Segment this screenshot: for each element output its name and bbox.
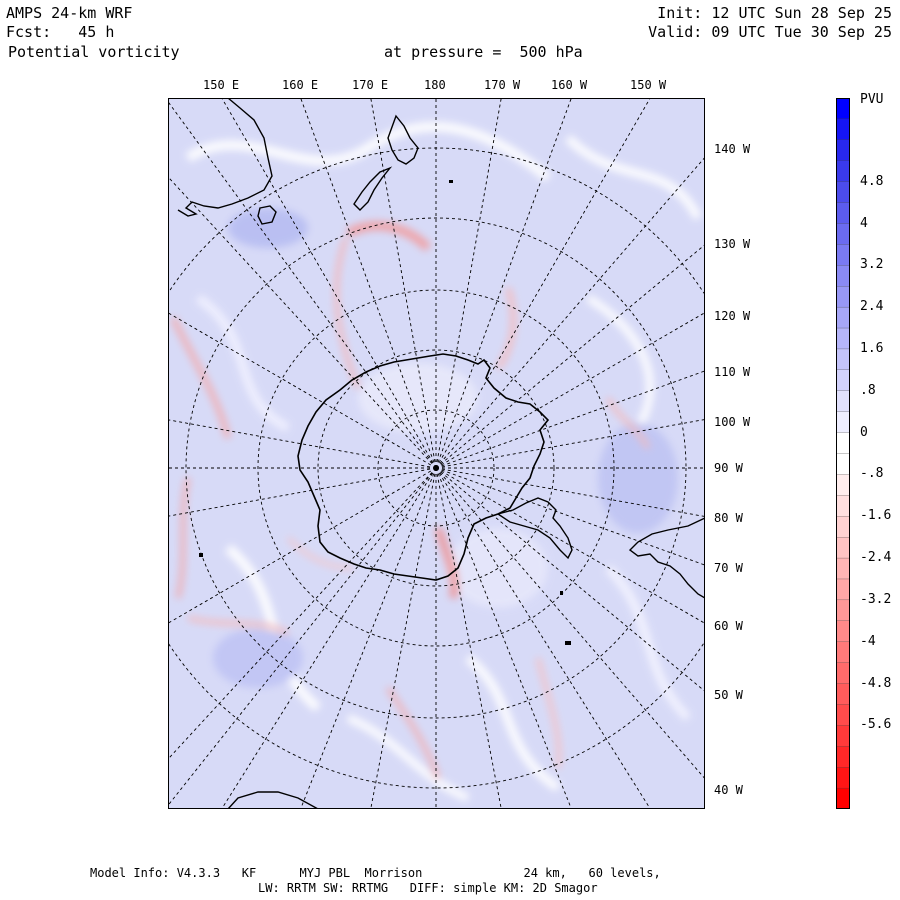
antarctic-peninsula — [496, 497, 573, 560]
field-name: Potential vorticity — [8, 43, 180, 61]
colorbar-tick-label: 1.6 — [860, 340, 884, 356]
colorbar-swatch — [836, 641, 850, 664]
colorbar-swatch — [836, 181, 850, 204]
island-marker — [199, 553, 203, 557]
south-america-coastline — [628, 517, 705, 599]
colorbar-swatch — [836, 202, 850, 225]
colorbar-swatch — [836, 453, 850, 476]
island-marker — [449, 180, 453, 183]
colorbar-tick-label: 3.2 — [860, 257, 884, 273]
right-lon-label: 40 W — [714, 783, 743, 797]
valid-time: Valid: 09 UTC Tue 30 Sep 25 — [648, 23, 892, 41]
colorbar-swatch — [836, 704, 850, 727]
colorbar — [836, 98, 850, 809]
antarctica-coastline — [297, 353, 550, 581]
colorbar-tick-label: 2.4 — [860, 299, 884, 315]
colorbar-tick-label: 0 — [860, 424, 868, 440]
colorbar-swatch — [836, 599, 850, 622]
right-lon-label: 90 W — [714, 461, 743, 475]
colorbar-swatch — [836, 725, 850, 747]
colorbar-frame — [836, 98, 850, 809]
colorbar-tick-label: -.8 — [860, 466, 884, 482]
colorbar-tick-label: -2.4 — [860, 550, 892, 566]
colorbar-swatch — [836, 369, 850, 392]
top-lon-label: 180 — [424, 78, 446, 92]
colorbar-tick-label: -4 — [860, 633, 876, 649]
pv-negative-streaks — [170, 221, 651, 779]
colorbar-tick-label: -4.8 — [860, 675, 892, 691]
colorbar-unit: PVU — [860, 92, 884, 107]
colorbar-swatch — [836, 620, 850, 643]
colorbar-swatch — [836, 578, 850, 601]
colorbar-tick-label: -3.2 — [860, 591, 892, 607]
colorbar-swatch — [836, 516, 850, 538]
model-info-line1: Model Info: V4.3.3 KF MYJ PBL Morrison 2… — [90, 866, 661, 880]
colorbar-swatch — [836, 327, 850, 350]
colorbar-swatch — [836, 495, 850, 517]
right-lon-label: 140 W — [714, 142, 751, 156]
forecast-hour: Fcst: 45 h — [6, 23, 115, 41]
colorbar-tick-label: 4.8 — [860, 173, 884, 189]
right-lon-label: 110 W — [714, 365, 751, 379]
colorbar-swatch — [836, 98, 850, 120]
colorbar-swatch — [836, 662, 850, 685]
colorbar-swatch — [836, 223, 850, 246]
right-lon-label: 120 W — [714, 309, 751, 323]
map-frame — [168, 98, 705, 809]
pv-map-svg — [168, 98, 705, 809]
model-title: AMPS 24-km WRF — [6, 4, 133, 22]
colorbar-swatch — [836, 348, 850, 371]
island-marker — [565, 641, 571, 645]
top-lon-label: 160 E — [282, 78, 319, 92]
australia-coastline — [177, 98, 273, 217]
bottom-landmass-coastline — [227, 791, 319, 809]
right-lon-label: 80 W — [714, 511, 743, 525]
colorbar-tick-label: -5.6 — [860, 717, 892, 733]
colorbar-swatch — [836, 118, 850, 141]
right-lon-label: 130 W — [714, 237, 751, 251]
model-info-line2: LW: RRTM SW: RRTMG DIFF: simple KM: 2D S… — [258, 881, 598, 895]
colorbar-swatch — [836, 536, 850, 559]
pv-swirls — [185, 121, 703, 802]
right-lon-label: 50 W — [714, 688, 743, 702]
pressure-level: at pressure = 500 hPa — [384, 43, 583, 61]
colorbar-swatch — [836, 390, 850, 413]
top-lon-label: 160 W — [551, 78, 588, 92]
island-marker — [560, 591, 563, 595]
colorbar-swatch — [836, 286, 850, 308]
colorbar-swatch — [836, 160, 850, 183]
top-lon-label: 170 E — [352, 78, 389, 92]
colorbar-swatch — [836, 787, 850, 809]
colorbar-tick-label: .8 — [860, 382, 876, 398]
colorbar-swatch — [836, 557, 850, 580]
colorbar-tick-label: -1.6 — [860, 508, 892, 524]
top-lon-label: 150 W — [630, 78, 667, 92]
colorbar-swatch — [836, 683, 850, 706]
right-lon-label: 100 W — [714, 415, 751, 429]
top-lon-label: 150 E — [203, 78, 240, 92]
tasmania-coastline — [257, 205, 277, 225]
colorbar-swatch — [836, 139, 850, 162]
colorbar-swatch — [836, 265, 850, 287]
pv-map — [168, 98, 705, 809]
colorbar-tick-label: 4 — [860, 215, 868, 231]
init-time: Init: 12 UTC Sun 28 Sep 25 — [657, 4, 892, 22]
meridian-lines — [168, 98, 705, 809]
right-lon-label: 60 W — [714, 619, 743, 633]
new-zealand-coastline — [353, 114, 419, 211]
colorbar-swatch — [836, 306, 850, 329]
colorbar-swatch — [836, 767, 850, 789]
colorbar-swatch — [836, 474, 850, 496]
colorbar-swatch — [836, 432, 850, 455]
colorbar-swatch — [836, 411, 850, 434]
colorbar-swatch — [836, 244, 850, 266]
top-lon-label: 170 W — [484, 78, 521, 92]
colorbar-swatch — [836, 746, 850, 768]
right-lon-label: 70 W — [714, 561, 743, 575]
